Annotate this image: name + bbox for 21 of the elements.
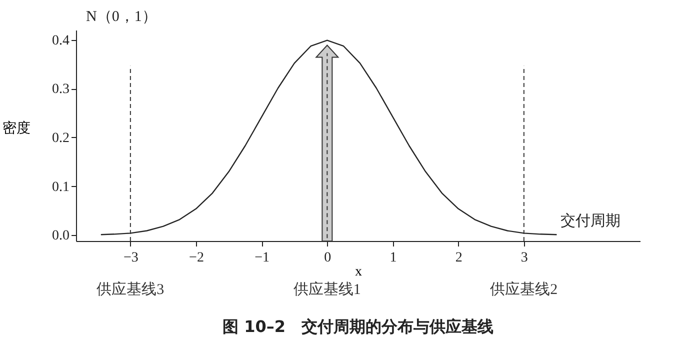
text: 供应基线1: [293, 281, 361, 298]
x-tick-label: 3: [520, 250, 528, 266]
x-tick-label: −3: [123, 250, 138, 266]
x-tick-label: −1: [254, 250, 270, 266]
text: 供应基线2: [490, 281, 558, 298]
y-tick-label: 0.3: [52, 82, 70, 98]
x-tick-label: 2: [455, 250, 462, 266]
text: 图 10–2 交付周期的分布与供应基线: [222, 317, 494, 336]
y-tick-label: 0.1: [52, 180, 70, 195]
text: N（0，1）: [86, 9, 157, 25]
x-tick-label: 1: [390, 250, 397, 266]
y-tick-label: 0.0: [52, 228, 70, 244]
y-tick-label: 0.4: [52, 33, 70, 48]
text: 供应基线3: [96, 281, 164, 298]
x-axis-title: x: [355, 264, 362, 280]
series-label: 交付周期: [560, 212, 621, 230]
line-series: [100, 40, 558, 236]
y-tick-label: 0.2: [52, 130, 70, 146]
x-tick-label: 0: [324, 250, 332, 266]
y-axis-title: 密度: [2, 120, 30, 136]
x-tick-label: −2: [189, 250, 204, 266]
